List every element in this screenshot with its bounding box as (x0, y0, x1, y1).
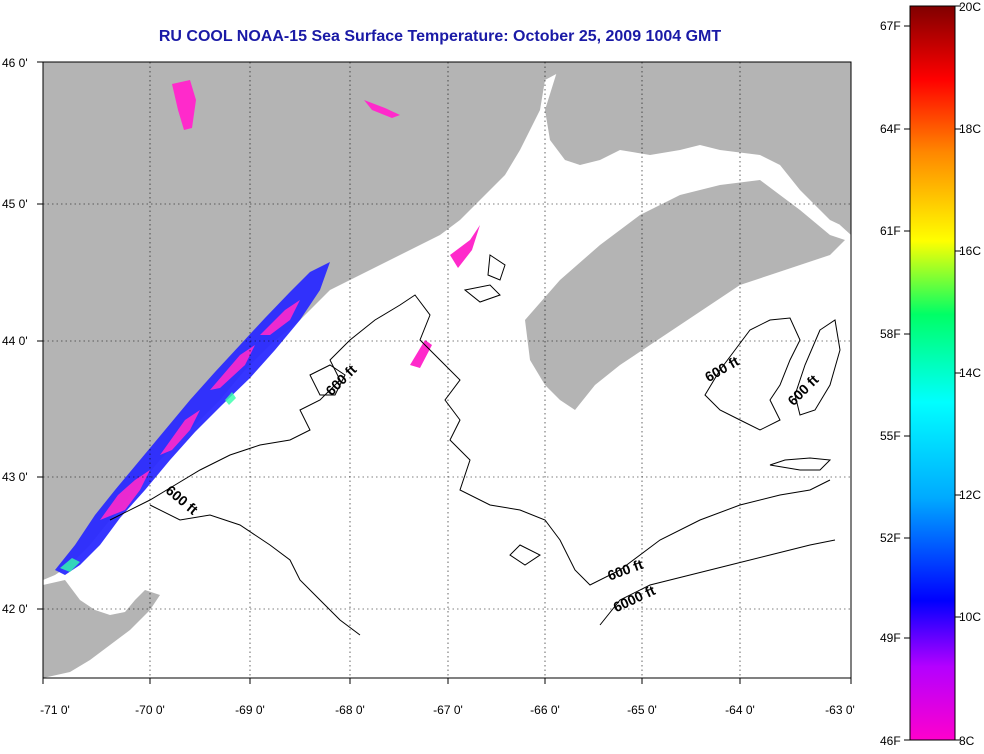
colorbar-label-18c: 18C (959, 122, 982, 136)
colorbar-label-58f: 58F (880, 327, 901, 341)
map-title: RU COOL NOAA-15 Sea Surface Temperature:… (158, 28, 722, 45)
map-frame (42, 61, 852, 679)
land-nova-scotia (525, 180, 845, 410)
grid-lines (43, 62, 851, 678)
lon-label-69: -69 0' (235, 703, 265, 717)
lon-label-71: -71 0' (40, 703, 70, 717)
lat-label-45: 45 0' (2, 197, 28, 211)
lon-label-68: -68 0' (335, 703, 365, 717)
lat-label-44: 44 0' (2, 334, 28, 348)
land-new-england (43, 62, 560, 580)
colorbar-label-67f: 67F (880, 19, 901, 33)
land-new-brunswick (545, 62, 851, 230)
colorbar-label-20c: 20C (959, 0, 982, 14)
bathymetry-contours (109, 254, 841, 636)
tick-marks (37, 61, 852, 684)
lat-label-42: 42 0' (2, 602, 28, 616)
colorbar-label-55f: 55F (880, 429, 901, 443)
colorbar-label-52f: 52F (880, 531, 901, 545)
colorbar-ticks (904, 5, 961, 741)
lon-label-66: -66 0' (530, 703, 560, 717)
lat-label-43: 43 0' (2, 470, 28, 484)
colorbar-label-10c: 10C (959, 610, 982, 624)
colorbar (909, 5, 956, 741)
lon-label-64: -64 0' (725, 703, 755, 717)
land-cape-breton (800, 62, 851, 235)
colorbar-label-46f: 46F (880, 734, 901, 748)
colorbar-label-14c: 14C (959, 366, 982, 380)
colorbar-label-49f: 49F (880, 631, 901, 645)
lon-label-70: -70 0' (135, 703, 165, 717)
lon-label-63: -63 0' (825, 703, 855, 717)
colorbar-label-16c: 16C (959, 244, 982, 258)
colorbar-label-8c: 8C (959, 734, 975, 748)
lon-label-65: -65 0' (627, 703, 657, 717)
lat-label-46: 46 0' (2, 56, 28, 70)
colorbar-label-64f: 64F (880, 122, 901, 136)
land-cape-cod (43, 580, 160, 678)
colorbar-label-12c: 12C (959, 488, 982, 502)
colorbar-label-61f: 61F (880, 224, 901, 238)
lon-label-67: -67 0' (433, 703, 463, 717)
